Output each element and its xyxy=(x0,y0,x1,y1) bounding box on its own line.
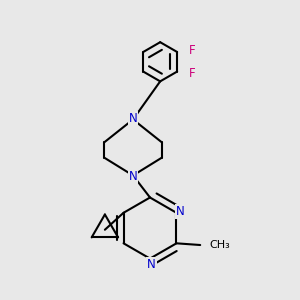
Text: N: N xyxy=(147,258,156,271)
Text: F: F xyxy=(189,67,196,80)
Text: CH₃: CH₃ xyxy=(210,240,230,250)
Text: N: N xyxy=(129,112,137,125)
Text: N: N xyxy=(129,169,137,183)
Text: F: F xyxy=(189,44,196,57)
Text: N: N xyxy=(176,205,184,218)
